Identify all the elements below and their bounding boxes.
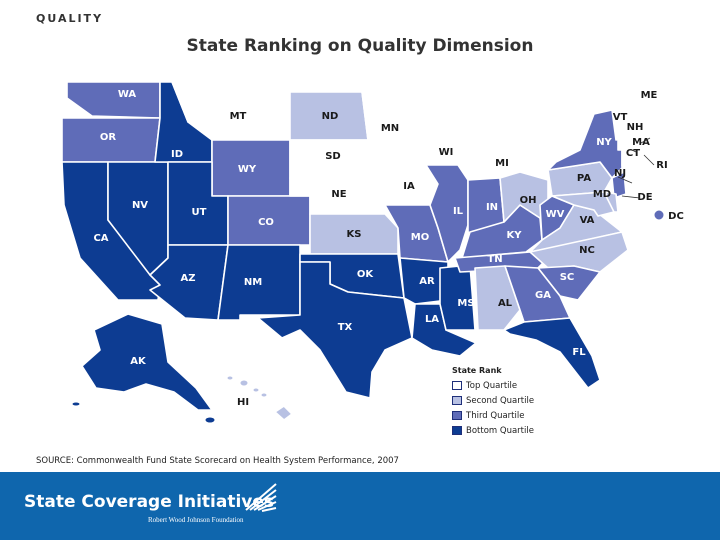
- de-leader-line: [621, 195, 641, 199]
- state-label-nm: NM: [244, 277, 262, 288]
- us-map: WA OR CA NV ID MT WY UT AZ CO NM ND SD NE KS OK TX MN IA MO…: [62, 79, 684, 424]
- footer-banner: State Coverage Initiatives Robert Wood J…: [0, 472, 720, 540]
- footer-subtitle: Robert Wood Johnson Foundation: [148, 516, 244, 524]
- hi-island-1: [226, 375, 234, 381]
- page-title: State Ranking on Quality Dimension: [186, 36, 534, 56]
- state-label-hi: HI: [237, 397, 249, 408]
- state-label-ia: IA: [403, 181, 415, 192]
- legend-label-bottom: Bottom Quartile: [466, 425, 534, 436]
- legend-swatch-bottom: [452, 426, 462, 435]
- state-ks: [309, 213, 399, 255]
- ak-island-2: [204, 416, 216, 424]
- state-label-ms: MS: [457, 298, 474, 309]
- state-hi: [274, 405, 293, 421]
- state-label-ar: AR: [419, 276, 435, 287]
- state-label-tx: TX: [338, 322, 353, 333]
- ak-island-1: [71, 401, 81, 407]
- state-label-ky: KY: [507, 230, 523, 241]
- legend-title: State Rank: [452, 366, 502, 375]
- state-ar: [399, 257, 449, 305]
- state-ak: [81, 313, 213, 411]
- legend-label-second: Second Quartile: [466, 395, 535, 406]
- state-mi: [459, 124, 517, 181]
- state-label-al: AL: [498, 298, 513, 309]
- ri-leader-line: [643, 154, 655, 166]
- state-label-id: ID: [171, 149, 183, 160]
- ma-leader-line: [640, 137, 651, 144]
- state-label-oh: OH: [520, 195, 537, 206]
- state-label-wy: WY: [238, 164, 257, 175]
- state-label-ca: CA: [93, 233, 108, 244]
- state-label-ne: NE: [331, 189, 346, 200]
- state-label-ak: AK: [130, 356, 147, 367]
- state-label-nh: NH: [627, 122, 644, 133]
- state-label-pa: PA: [577, 173, 591, 184]
- hi-island-2: [239, 379, 249, 387]
- dc-marker: [653, 209, 665, 221]
- state-wa: [66, 81, 161, 119]
- hi-island-3: [252, 387, 260, 393]
- footer-title: State Coverage Initiatives: [24, 492, 275, 512]
- legend: State Rank Top Quartile Second Quartile …: [452, 366, 534, 438]
- state-label-sd: SD: [325, 151, 341, 162]
- state-label-mo: MO: [411, 232, 429, 243]
- ct-leader-line: [631, 149, 637, 153]
- state-label-mi: MI: [495, 158, 509, 169]
- state-label-fl: FL: [572, 347, 586, 358]
- state-label-or: OR: [100, 132, 117, 143]
- state-il: [425, 164, 469, 263]
- state-label-wa: WA: [118, 89, 137, 100]
- state-tx: [257, 261, 413, 399]
- state-label-az: AZ: [181, 273, 196, 284]
- legend-swatch-third: [452, 411, 462, 420]
- state-label-tn: TN: [487, 254, 502, 265]
- state-label-co: CO: [258, 217, 274, 228]
- state-label-de: DE: [637, 192, 652, 203]
- hi-island-4: [260, 392, 268, 398]
- state-label-sc: SC: [560, 272, 575, 283]
- state-label-me: ME: [641, 90, 658, 101]
- legend-label-third: Third Quartile: [466, 410, 525, 421]
- state-label-in: IN: [486, 202, 498, 213]
- state-label-va: VA: [580, 215, 595, 226]
- nj-leader-line: [617, 176, 633, 184]
- legend-swatch-top: [452, 381, 462, 390]
- state-fl: [503, 317, 601, 389]
- state-label-nj: NJ: [614, 168, 626, 179]
- legend-swatch-second: [452, 396, 462, 405]
- source-note: SOURCE: Commonwealth Fund State Scorecar…: [36, 456, 399, 466]
- section-label: QUALITY: [36, 12, 104, 25]
- state-label-il: IL: [453, 206, 464, 217]
- legend-item-top: Top Quartile: [452, 378, 534, 393]
- state-label-ct: CT: [626, 148, 640, 159]
- state-label-nd: ND: [322, 111, 339, 122]
- state-ma: [617, 137, 653, 151]
- legend-item-third: Third Quartile: [452, 408, 534, 423]
- state-label-mn: MN: [381, 123, 399, 134]
- legend-item-second: Second Quartile: [452, 393, 534, 408]
- state-label-vt: VT: [613, 112, 628, 123]
- state-nm: [217, 244, 301, 321]
- state-label-ny: NY: [596, 137, 612, 148]
- legend-label-top: Top Quartile: [466, 380, 518, 391]
- state-me: [635, 79, 675, 129]
- state-ri: [635, 149, 645, 161]
- state-label-nv: NV: [132, 200, 148, 211]
- state-label-dc: DC: [668, 211, 684, 222]
- state-label-ga: GA: [535, 290, 551, 301]
- state-label-wv: WV: [546, 209, 565, 220]
- state-label-nc: NC: [579, 245, 595, 256]
- state-label-md: MD: [593, 189, 611, 200]
- state-label-ks: KS: [347, 229, 362, 240]
- state-label-mt: MT: [230, 111, 247, 122]
- state-md: [551, 191, 615, 217]
- state-al: [474, 265, 521, 331]
- wings-logo-icon: [245, 483, 277, 512]
- state-label-ut: UT: [192, 207, 207, 218]
- state-label-ri: RI: [656, 160, 667, 171]
- state-label-wi: WI: [439, 147, 454, 158]
- legend-item-bottom: Bottom Quartile: [452, 423, 534, 438]
- state-label-la: LA: [425, 314, 439, 325]
- state-label-ok: OK: [357, 269, 375, 280]
